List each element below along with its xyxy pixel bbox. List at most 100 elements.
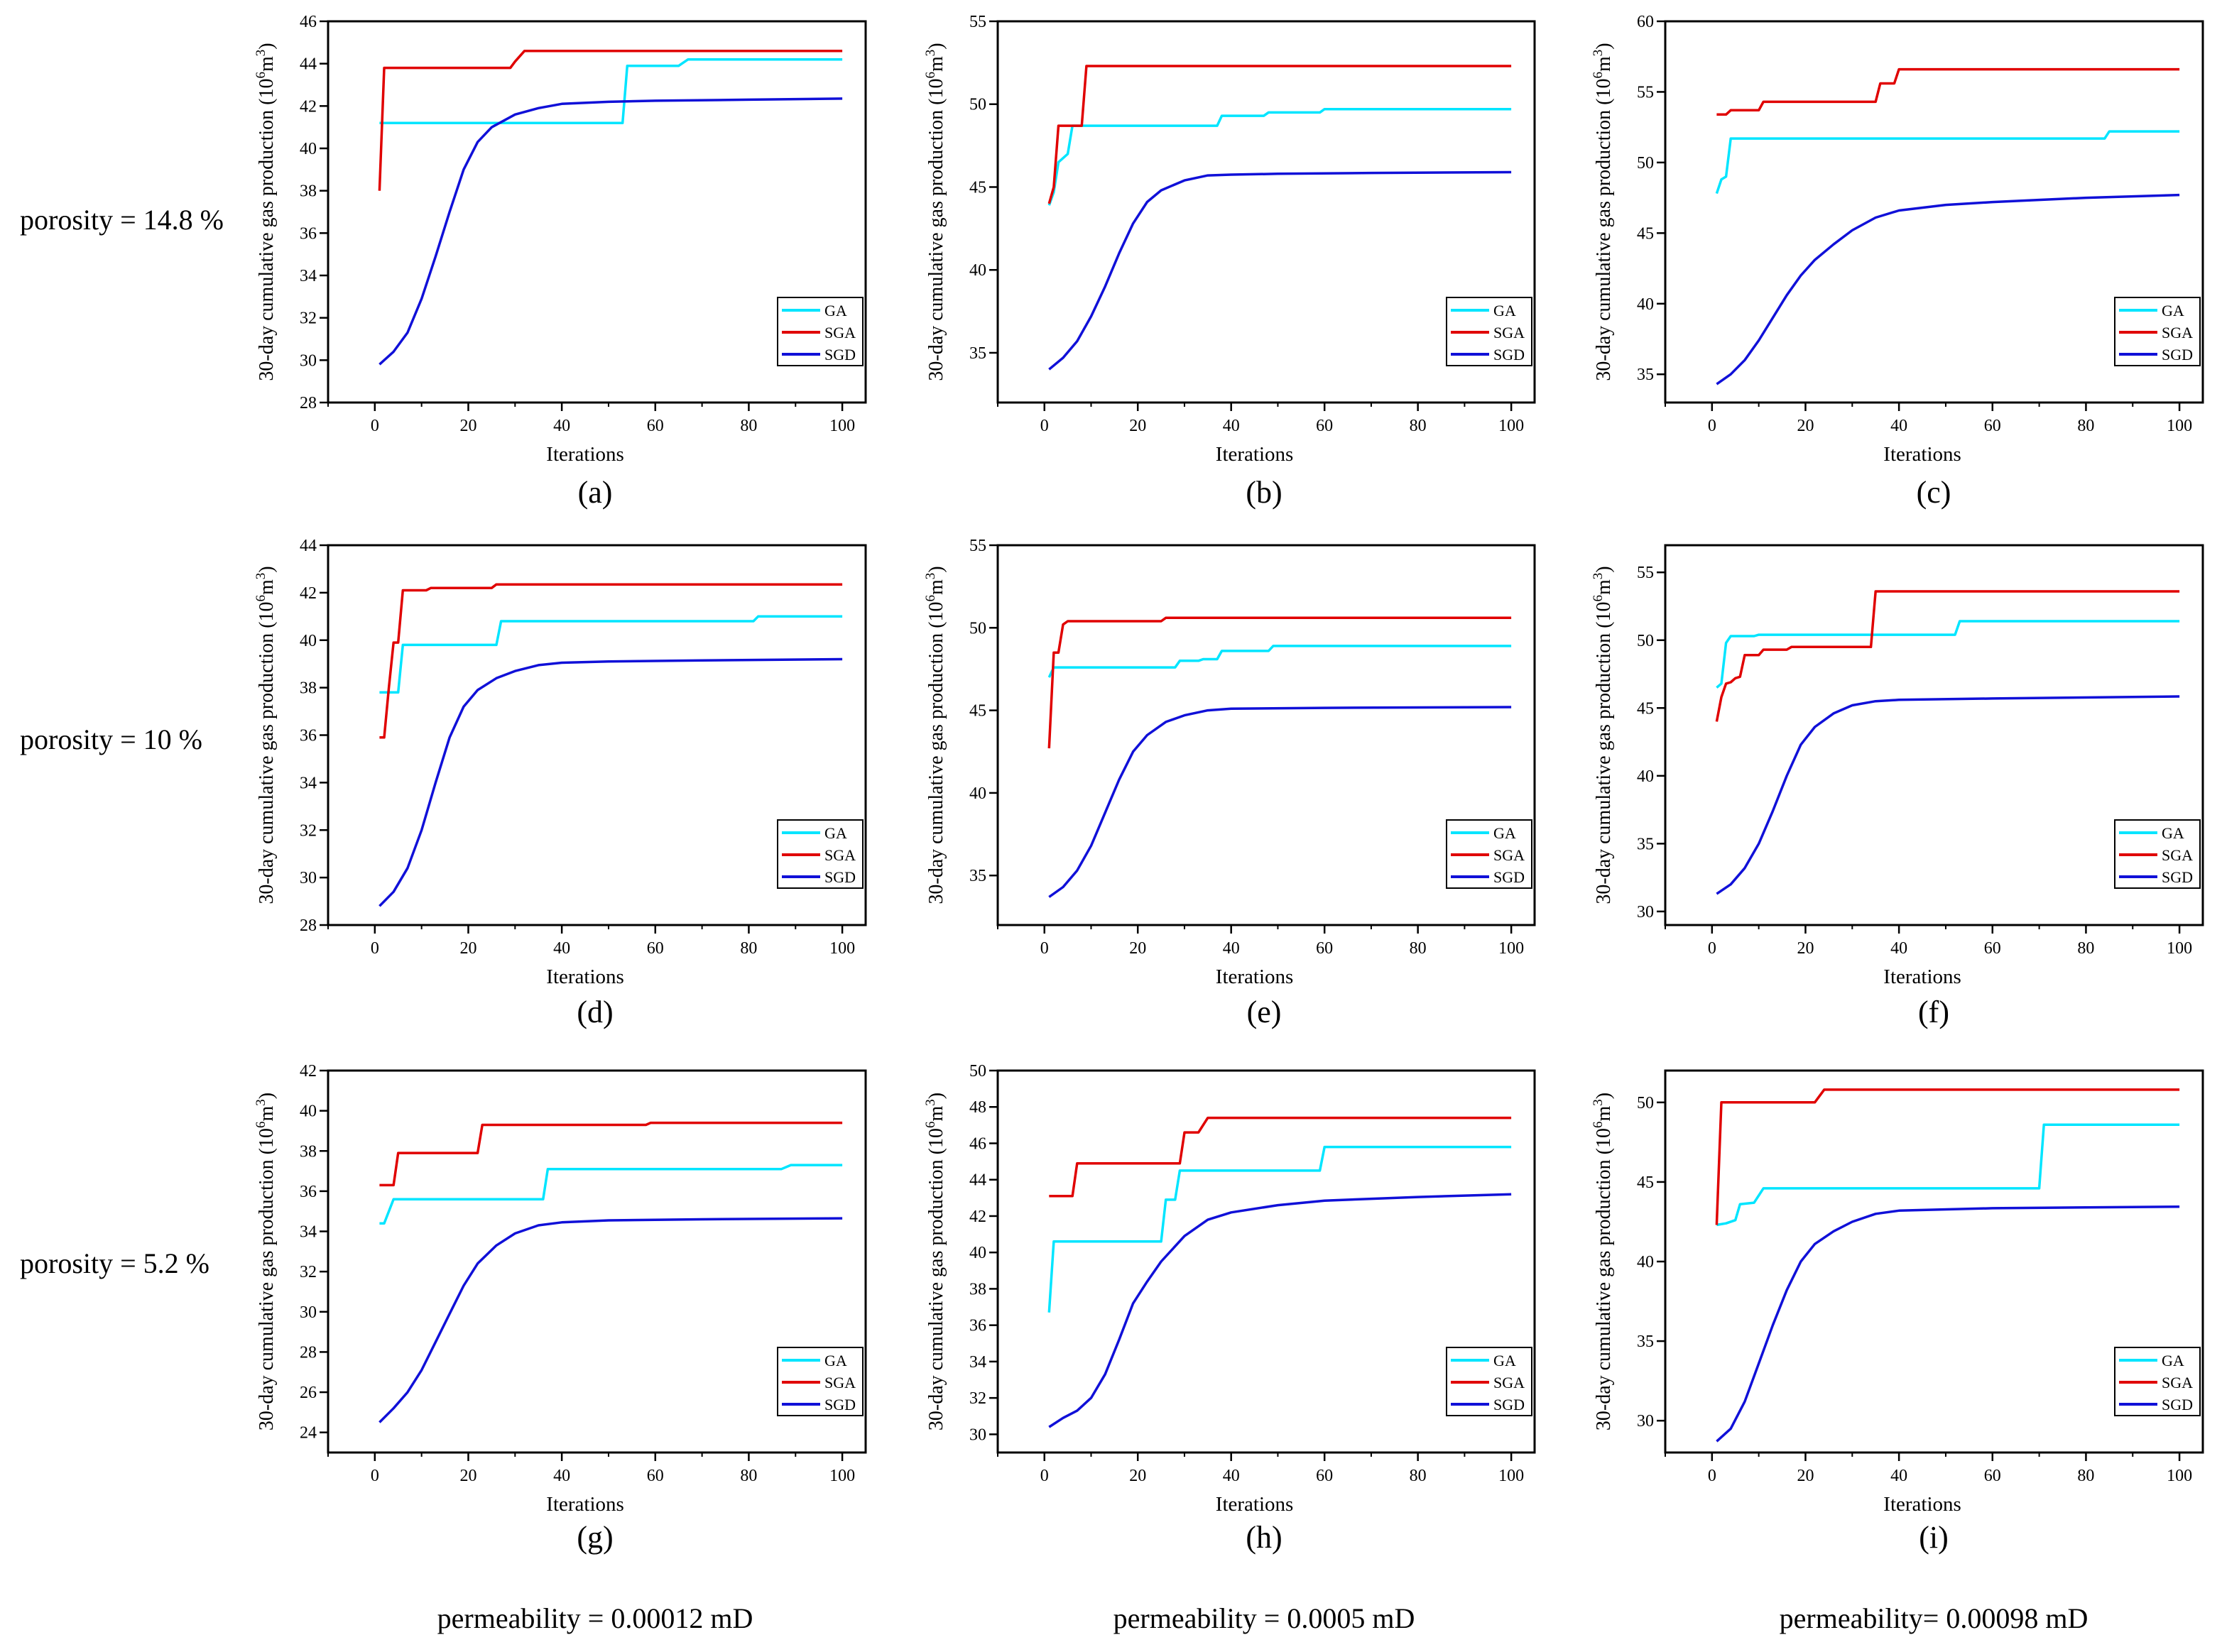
- legend-label-ga: GA: [1493, 302, 1516, 319]
- chart-g: 0 20 40 60 80 100 24 26 28 30 32 34 36 38 40 42 Iteratio…: [254, 1062, 867, 1555]
- x-tick-label: 40: [553, 417, 570, 435]
- x-tick-label: 100: [2167, 417, 2192, 435]
- x-tick-label: 0: [371, 417, 379, 435]
- y-tick-label: 45: [1637, 699, 1654, 718]
- y-tick-label: 34: [300, 774, 317, 792]
- y-axis-label: 30-day cumulative gas production (106m3): [1591, 43, 1615, 381]
- x-tick-label: 20: [1129, 417, 1146, 435]
- x-tick-label: 0: [1708, 939, 1716, 958]
- series-line-ga: [379, 1164, 843, 1225]
- y-tick-label: 30: [300, 869, 317, 887]
- y-axis-label: 30-day cumulative gas production (106m3): [923, 566, 947, 904]
- series-line-sga: [379, 583, 843, 739]
- x-tick-label: 0: [371, 1467, 379, 1485]
- x-tick-label: 100: [829, 417, 855, 435]
- y-tick-label: 50: [1637, 154, 1654, 173]
- x-axis-label: Iterations: [546, 966, 624, 988]
- y-tick-label: 35: [969, 344, 986, 363]
- legend: GA SGA SGD: [2114, 297, 2201, 366]
- legend-label-sga: SGA: [1493, 324, 1525, 341]
- y-tick-label: 44: [300, 537, 317, 555]
- x-tick-label: 60: [1984, 417, 2001, 435]
- legend-label-sgd: SGD: [824, 346, 856, 363]
- series-line-sga: [1047, 65, 1512, 204]
- y-tick-label: 42: [969, 1208, 986, 1226]
- x-tick-label: 40: [1223, 939, 1240, 958]
- x-tick-label: 20: [459, 417, 476, 435]
- plot-frame: [996, 1069, 1536, 1454]
- legend: GA SGA SGD: [1446, 1347, 1532, 1416]
- x-tick-label: 100: [1498, 417, 1524, 435]
- x-axis-label: Iterations: [1883, 1493, 1961, 1516]
- y-tick-label: 60: [1637, 13, 1654, 31]
- y-tick-label: 34: [300, 1223, 317, 1242]
- y-tick-label: 40: [969, 1244, 986, 1262]
- chart-d: 0 20 40 60 80 100 28 30 32 34 36 38 40 42 44 Iterations…: [254, 537, 867, 1029]
- series-line-sgd: [1048, 706, 1512, 898]
- y-axis-label: 30-day cumulative gas production (106m3): [254, 566, 278, 904]
- y-tick-label: 50: [969, 1062, 986, 1081]
- x-tick-label: 80: [2077, 417, 2094, 435]
- x-tick-label: 0: [1708, 417, 1716, 435]
- series-line-sga: [379, 1121, 843, 1187]
- legend: GA SGA SGD: [777, 819, 864, 889]
- x-tick-label: 80: [1410, 939, 1427, 958]
- series-line-sga: [378, 50, 843, 191]
- x-tick-label: 80: [740, 939, 757, 958]
- series-line-sgd: [378, 1217, 843, 1423]
- x-tick-label: 100: [1498, 1467, 1524, 1485]
- legend-label-sgd: SGD: [2162, 868, 2193, 886]
- x-tick-label: 60: [1984, 939, 2001, 958]
- series-line-sgd: [1048, 170, 1512, 371]
- y-tick-label: 32: [300, 821, 317, 840]
- y-tick-label: 55: [969, 537, 986, 555]
- x-tick-label: 60: [1984, 1467, 2001, 1485]
- y-tick-label: 40: [300, 632, 317, 650]
- x-tick-label: 40: [1223, 417, 1240, 435]
- panel-letter: (e): [1247, 995, 1282, 1029]
- x-axis-label: Iterations: [1883, 443, 1961, 466]
- chart-c: 0 20 40 60 80 100 35 40 45 50 55 60 Iterations 30-day…: [1591, 13, 2204, 510]
- series-line-sgd: [1716, 695, 2180, 895]
- y-tick-label: 42: [300, 584, 317, 603]
- row-label-1: porosity = 14.8 %: [20, 204, 224, 236]
- chart-e: 0 20 40 60 80 100 35 40 45 50 55 Iterations 30-day c…: [923, 537, 1536, 1029]
- x-axis-label: Iterations: [1216, 443, 1294, 466]
- x-tick-label: 80: [740, 1467, 757, 1485]
- y-tick-label: 26: [300, 1384, 317, 1402]
- legend: GA SGA SGD: [2114, 819, 2201, 889]
- series-line-sga: [1716, 67, 2180, 116]
- legend-label-ga: GA: [1493, 1352, 1516, 1369]
- x-tick-label: 40: [1890, 939, 1907, 958]
- x-tick-label: 20: [459, 939, 476, 958]
- y-tick-label: 35: [969, 867, 986, 885]
- legend: GA SGA SGD: [1446, 819, 1532, 889]
- series-line-ga: [1047, 1145, 1512, 1313]
- y-tick-label: 28: [300, 917, 317, 935]
- x-tick-label: 0: [1708, 1467, 1716, 1485]
- legend-label-ga: GA: [824, 824, 847, 842]
- x-axis-label: Iterations: [546, 443, 624, 466]
- y-tick-label: 40: [1637, 1253, 1654, 1271]
- y-tick-label: 40: [300, 1103, 317, 1121]
- x-tick-label: 0: [1040, 1467, 1049, 1485]
- y-tick-label: 30: [300, 351, 317, 370]
- x-axis-label: Iterations: [1216, 1493, 1294, 1516]
- y-tick-label: 32: [300, 1263, 317, 1281]
- x-tick-label: 20: [1797, 417, 1814, 435]
- x-tick-label: 60: [647, 417, 664, 435]
- y-axis-label: 30-day cumulative gas production (106m3): [254, 43, 278, 381]
- y-tick-label: 46: [969, 1134, 986, 1153]
- legend-label-ga: GA: [2162, 302, 2184, 319]
- series-line-sga: [1715, 590, 2180, 722]
- chart-a: 0 20 40 60 80 100 28 30 32 34 36 38 40 42 44 46 Iteratio…: [254, 13, 867, 510]
- legend-label-sga: SGA: [2162, 324, 2193, 341]
- y-tick-label: 44: [300, 55, 317, 74]
- series-line-ga: [1716, 1123, 2180, 1227]
- row-label-2: porosity = 10 %: [20, 723, 202, 755]
- y-tick-label: 36: [969, 1317, 986, 1335]
- legend-label-sga: SGA: [824, 846, 856, 864]
- legend-label-sgd: SGD: [2162, 1396, 2193, 1413]
- plot-frame: [327, 20, 867, 404]
